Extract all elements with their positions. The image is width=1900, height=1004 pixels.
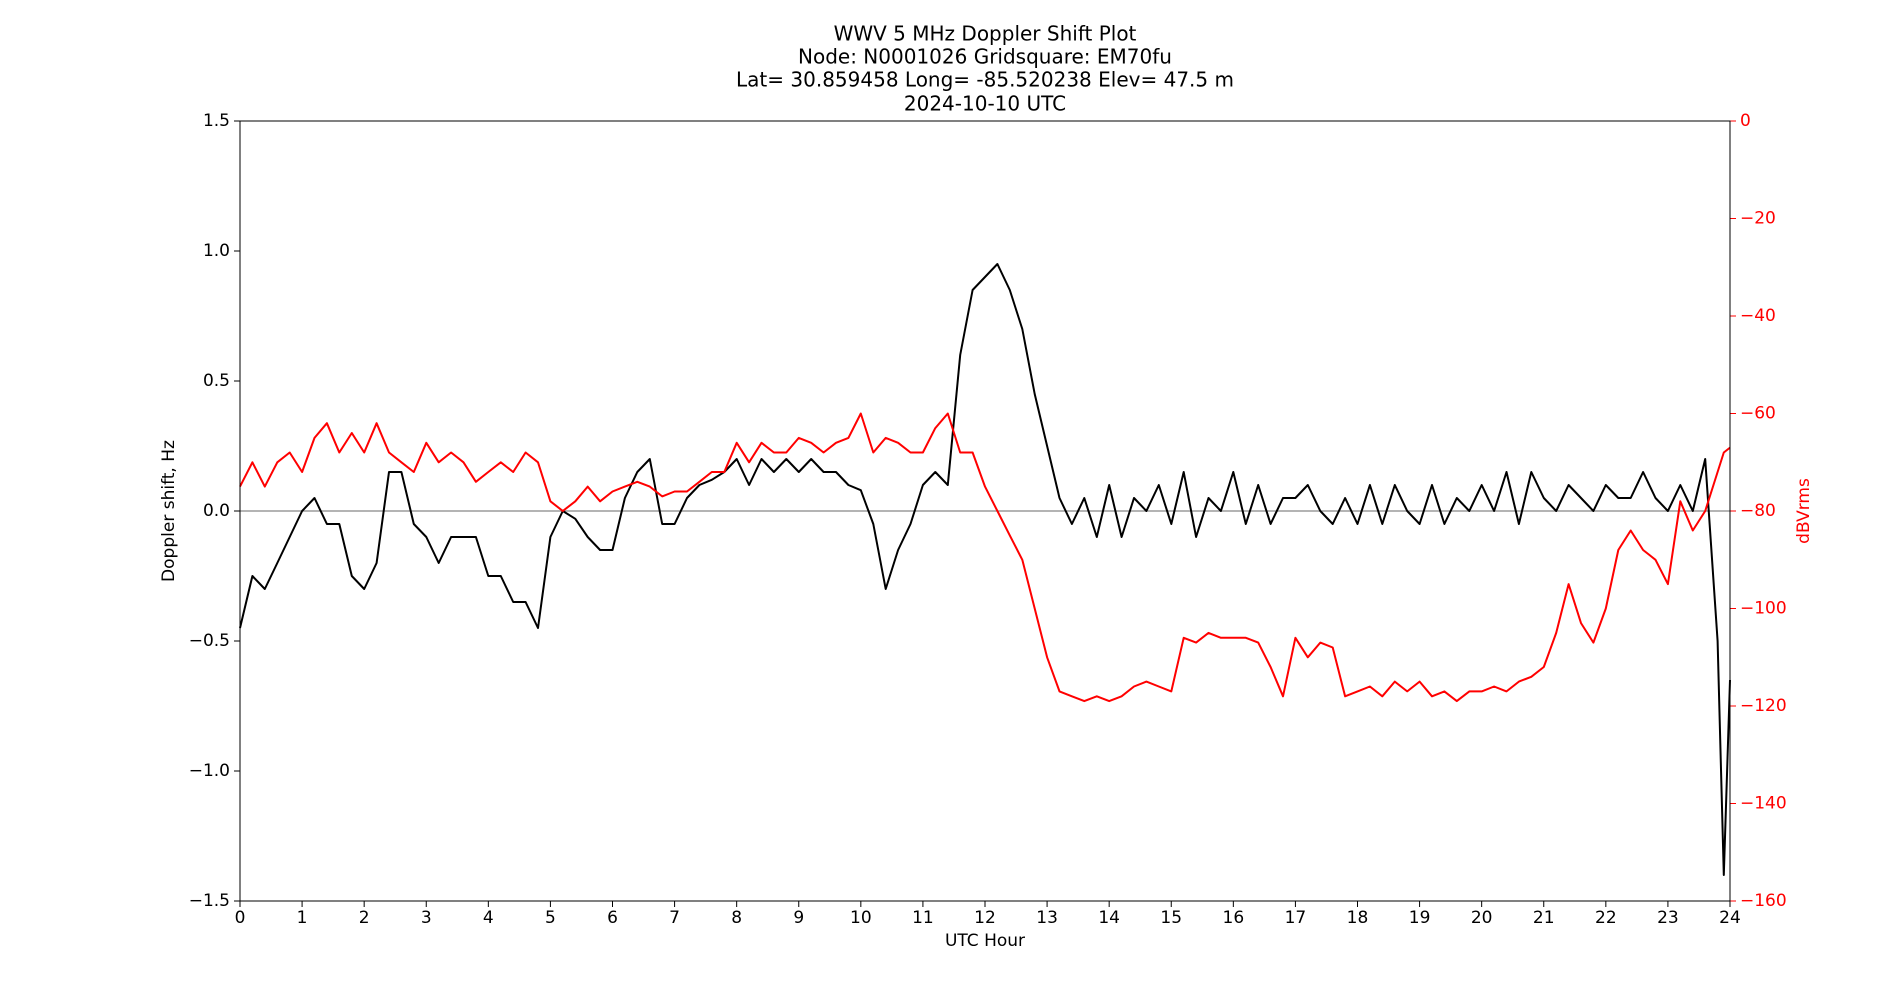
x-tick-label: 19 <box>1409 908 1431 928</box>
x-tick-label: 1 <box>297 908 308 928</box>
x-tick-label: 14 <box>1098 908 1120 928</box>
x-tick-label: 10 <box>850 908 872 928</box>
x-tick-label: 21 <box>1533 908 1555 928</box>
y-tick-label: 0.5 <box>203 371 230 391</box>
y2-tick-label: −100 <box>1740 599 1787 619</box>
y-tick-label: −0.5 <box>189 631 230 651</box>
x-axis-label: UTC Hour <box>945 931 1025 951</box>
y2-tick-label: 0 <box>1740 111 1751 131</box>
x-tick-label: 17 <box>1285 908 1307 928</box>
y-tick-label: −1.0 <box>189 761 230 781</box>
x-tick-label: 18 <box>1347 908 1369 928</box>
x-tick-label: 12 <box>974 908 996 928</box>
y2-tick-label: −20 <box>1740 209 1776 229</box>
x-tick-label: 0 <box>235 908 246 928</box>
x-tick-label: 20 <box>1471 908 1493 928</box>
y2-tick-label: −40 <box>1740 306 1776 326</box>
chart-subtitle: 2024-10-10 UTC <box>904 92 1066 116</box>
y-tick-label: 1.5 <box>203 111 230 131</box>
x-tick-label: 13 <box>1036 908 1058 928</box>
y2-tick-label: −160 <box>1740 891 1787 911</box>
y-tick-label: 0.0 <box>203 501 230 521</box>
x-tick-label: 3 <box>421 908 432 928</box>
x-tick-label: 8 <box>731 908 742 928</box>
x-tick-label: 23 <box>1657 908 1679 928</box>
x-tick-label: 5 <box>545 908 556 928</box>
x-tick-label: 6 <box>607 908 618 928</box>
x-tick-label: 2 <box>359 908 370 928</box>
chart-subtitle: Node: N0001026 Gridsquare: EM70fu <box>798 45 1172 69</box>
y-tick-label: 1.0 <box>203 241 230 261</box>
chart-title: WWV 5 MHz Doppler Shift Plot <box>834 22 1137 46</box>
series-line <box>239 412 1731 703</box>
y-axis-label: Doppler shift, Hz <box>159 440 179 582</box>
x-tick-label: 15 <box>1160 908 1182 928</box>
chart-subtitle: Lat= 30.859458 Long= -85.520238 Elev= 47… <box>736 68 1234 92</box>
x-tick-label: 11 <box>912 908 934 928</box>
y2-tick-label: −120 <box>1740 696 1787 716</box>
y2-tick-label: −140 <box>1740 794 1787 814</box>
x-tick-label: 22 <box>1595 908 1617 928</box>
y-tick-label: −1.5 <box>189 891 230 911</box>
x-tick-label: 4 <box>483 908 494 928</box>
series-line <box>239 263 1731 876</box>
x-tick-label: 7 <box>669 908 680 928</box>
x-tick-label: 24 <box>1719 908 1741 928</box>
y2-tick-label: −80 <box>1740 501 1776 521</box>
x-tick-label: 16 <box>1223 908 1245 928</box>
y2-axis-label: dBVrms <box>1794 478 1814 544</box>
y2-tick-label: −60 <box>1740 404 1776 424</box>
plot-frame <box>239 120 1731 902</box>
x-tick-label: 9 <box>793 908 804 928</box>
